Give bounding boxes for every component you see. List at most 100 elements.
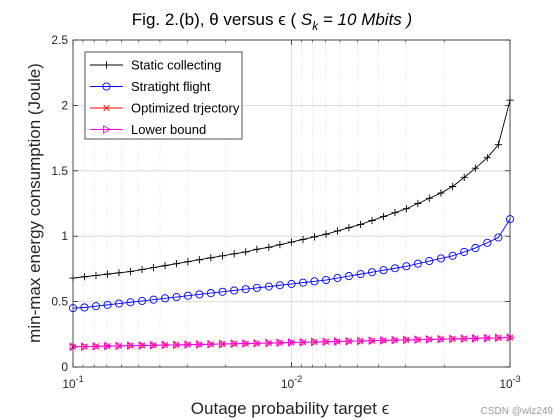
data-point <box>344 272 353 281</box>
data-point <box>391 209 399 217</box>
data-point <box>414 335 423 345</box>
data-point <box>322 230 330 238</box>
data-point <box>230 250 238 258</box>
data-point <box>103 270 112 278</box>
data-point <box>471 164 479 172</box>
data-point <box>172 292 181 302</box>
legend-label: Static collecting <box>131 58 221 73</box>
data-point <box>390 264 400 273</box>
data-point <box>494 141 503 149</box>
data-point <box>367 268 377 277</box>
y-tick-label: 1.5 <box>51 164 68 178</box>
data-point <box>184 258 192 266</box>
y-tick-label: 0 <box>61 360 68 374</box>
series-stratight-flight <box>68 215 515 313</box>
data-point <box>230 339 239 349</box>
legend-marker <box>102 61 111 69</box>
data-point <box>437 189 445 197</box>
data-point <box>138 265 146 274</box>
data-point <box>230 286 239 295</box>
legend-label: Optimized trjectory <box>131 101 240 116</box>
data-point <box>242 339 251 348</box>
data-point <box>298 278 308 287</box>
data-point <box>345 224 353 232</box>
data-point <box>321 275 331 285</box>
data-point <box>333 274 342 283</box>
legend-marker <box>102 82 111 91</box>
data-point <box>150 340 159 350</box>
data-point <box>425 194 433 202</box>
data-point <box>311 337 320 347</box>
data-point <box>115 341 124 351</box>
data-point <box>161 294 170 303</box>
data-point <box>460 334 469 343</box>
data-point <box>253 245 261 253</box>
data-point <box>265 338 274 348</box>
data-point <box>92 271 100 280</box>
data-point <box>195 340 205 349</box>
axis-ticks <box>72 39 511 368</box>
data-point <box>334 337 343 346</box>
data-point <box>173 340 182 350</box>
data-point <box>104 341 113 351</box>
data-point <box>265 243 273 251</box>
legend: Static collecting Stratight flight Optimiz… <box>84 51 243 140</box>
data-point <box>138 341 147 350</box>
data-point <box>368 216 376 225</box>
data-point <box>380 336 389 345</box>
legend-entry: Stratight flight <box>90 79 211 94</box>
data-point <box>264 282 273 291</box>
data-point <box>436 254 446 263</box>
data-point <box>483 154 491 162</box>
data-point <box>310 233 319 241</box>
data-point <box>357 336 366 346</box>
data-point <box>345 336 354 346</box>
data-point <box>195 256 203 264</box>
data-point <box>494 333 504 343</box>
data-point <box>414 199 422 208</box>
data-point <box>402 335 412 345</box>
data-point <box>253 338 262 348</box>
data-point <box>448 251 457 260</box>
data-point <box>207 339 216 349</box>
data-point <box>252 283 261 292</box>
y-axis-label: min-max energy consumption (Joule) <box>25 63 44 343</box>
x-tick-label: 10-3 <box>499 374 520 391</box>
data-point <box>379 266 388 275</box>
data-point <box>299 235 307 244</box>
data-point <box>218 252 227 260</box>
data-point <box>402 262 411 271</box>
legend-entry: Optimized trjectory <box>90 101 240 116</box>
data-point <box>402 205 410 213</box>
legend-entry: Lower bound <box>90 122 206 137</box>
data-point <box>425 335 435 344</box>
data-point <box>299 337 308 347</box>
data-point <box>207 254 215 262</box>
data-point <box>288 338 297 347</box>
legend-entries: Static collecting Stratight flight Optimiz… <box>90 58 240 137</box>
data-point <box>391 335 400 345</box>
data-point <box>310 277 319 286</box>
data-point <box>206 289 215 298</box>
data-point <box>161 262 169 270</box>
data-point <box>115 269 123 277</box>
data-point <box>126 267 135 276</box>
data-point <box>276 241 284 249</box>
y-tick-label: 0.5 <box>51 295 68 309</box>
data-point <box>356 220 365 229</box>
data-point <box>149 263 158 272</box>
data-point <box>379 212 388 221</box>
y-tick-label: 1 <box>61 229 68 243</box>
watermark: CSDN @wlz249 <box>481 406 554 417</box>
data-point <box>183 291 192 300</box>
legend-label: Lower bound <box>131 122 206 137</box>
data-point <box>425 257 434 266</box>
data-point <box>126 298 135 307</box>
data-point <box>449 334 458 344</box>
data-point <box>241 285 250 294</box>
legend-marker <box>103 104 110 112</box>
data-point <box>322 337 331 347</box>
data-point <box>161 340 170 350</box>
data-point <box>114 299 124 308</box>
data-point <box>333 227 342 235</box>
